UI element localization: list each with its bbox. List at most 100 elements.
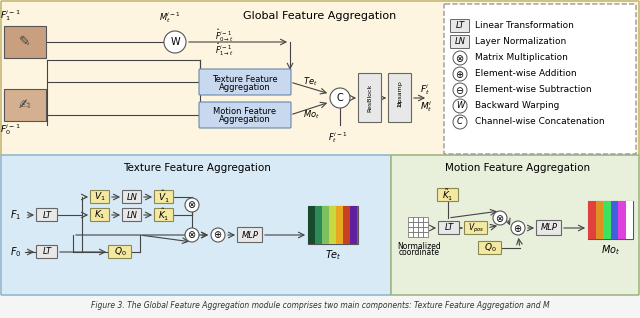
FancyBboxPatch shape [36, 245, 58, 259]
FancyBboxPatch shape [438, 222, 460, 234]
Text: Element-wise Addition: Element-wise Addition [475, 70, 577, 79]
Text: LT: LT [456, 22, 465, 31]
Text: Global Feature Aggregation: Global Feature Aggregation [243, 11, 397, 21]
Text: $\oplus$: $\oplus$ [513, 223, 523, 233]
Bar [350, 206, 357, 244]
Text: W: W [170, 37, 180, 47]
FancyBboxPatch shape [465, 222, 488, 234]
Text: $\tilde{K}_1$: $\tilde{K}_1$ [442, 187, 454, 203]
Text: $V_{pos}$: $V_{pos}$ [468, 221, 484, 235]
Text: Channel-wise Concatenation: Channel-wise Concatenation [475, 117, 605, 127]
Text: 2x: 2x [397, 99, 403, 107]
Bar [408, 227, 413, 232]
Text: Element-wise Subtraction: Element-wise Subtraction [475, 86, 591, 94]
Bar [423, 222, 428, 227]
Text: $\hat{F}_{0\rightarrow t}^{i-1}$: $\hat{F}_{0\rightarrow t}^{i-1}$ [215, 28, 234, 45]
Text: $M_t^i$: $M_t^i$ [420, 100, 433, 114]
Circle shape [511, 221, 525, 235]
Circle shape [453, 83, 467, 97]
Text: $F_1$: $F_1$ [10, 208, 21, 222]
Text: $F_0^{i-1}$: $F_0^{i-1}$ [0, 122, 20, 137]
Circle shape [453, 115, 467, 129]
Bar [413, 222, 418, 227]
FancyBboxPatch shape [391, 155, 639, 295]
Text: LT: LT [444, 224, 454, 232]
Text: $V_1$: $V_1$ [94, 191, 106, 203]
Text: Texture Feature Aggregation: Texture Feature Aggregation [123, 163, 271, 173]
FancyBboxPatch shape [444, 4, 636, 154]
Text: $Te_t$: $Te_t$ [303, 76, 317, 88]
Text: $\otimes$: $\otimes$ [188, 230, 196, 240]
Bar [588, 201, 595, 239]
Bar [343, 206, 350, 244]
Text: Texture Feature: Texture Feature [212, 74, 278, 84]
Text: $\otimes$: $\otimes$ [495, 212, 504, 224]
FancyBboxPatch shape [479, 241, 502, 254]
Text: $Te_t$: $Te_t$ [324, 248, 341, 262]
Text: Upsamp: Upsamp [397, 80, 403, 106]
FancyBboxPatch shape [4, 26, 46, 58]
Text: $Q_0$: $Q_0$ [484, 242, 497, 254]
Bar [408, 232, 413, 237]
FancyBboxPatch shape [237, 227, 262, 243]
Circle shape [211, 228, 225, 242]
FancyBboxPatch shape [438, 189, 458, 202]
Text: ✍: ✍ [19, 98, 31, 112]
Bar [603, 201, 611, 239]
Text: $\ominus$: $\ominus$ [456, 85, 465, 95]
Text: $\oplus$: $\oplus$ [213, 230, 223, 240]
Bar [329, 206, 336, 244]
Circle shape [493, 211, 507, 225]
Bar [618, 201, 625, 239]
Text: Matrix Multiplication: Matrix Multiplication [475, 53, 568, 63]
FancyBboxPatch shape [1, 155, 391, 295]
Text: $\hat{V}_1$: $\hat{V}_1$ [158, 189, 170, 205]
Bar [413, 217, 418, 222]
Circle shape [164, 31, 186, 53]
FancyBboxPatch shape [154, 190, 173, 204]
Text: ResBlock: ResBlock [367, 84, 372, 112]
FancyBboxPatch shape [451, 36, 470, 49]
FancyBboxPatch shape [4, 89, 46, 121]
Text: $F_t^{i-1}$: $F_t^{i-1}$ [328, 130, 348, 145]
FancyBboxPatch shape [90, 190, 109, 204]
Text: $Mo_t$: $Mo_t$ [303, 109, 320, 121]
Text: C: C [337, 93, 344, 103]
FancyBboxPatch shape [451, 19, 470, 32]
Text: Aggregation: Aggregation [219, 82, 271, 92]
Text: Layer Normalization: Layer Normalization [475, 38, 566, 46]
Bar [418, 222, 423, 227]
Circle shape [330, 88, 350, 108]
Bar [611, 201, 618, 239]
Bar [423, 217, 428, 222]
Text: $F_1^{i-1}$: $F_1^{i-1}$ [0, 8, 20, 23]
Bar [408, 222, 413, 227]
FancyBboxPatch shape [199, 69, 291, 95]
Text: $K_1$: $K_1$ [94, 209, 106, 221]
Text: Motion Feature Aggregation: Motion Feature Aggregation [445, 163, 591, 173]
Circle shape [453, 67, 467, 81]
Text: $\otimes$: $\otimes$ [188, 199, 196, 211]
Text: $Mo_t$: $Mo_t$ [601, 243, 620, 257]
Text: $M_t^{i-1}$: $M_t^{i-1}$ [159, 10, 181, 25]
Text: LN: LN [127, 211, 138, 219]
Bar [423, 232, 428, 237]
Bar [315, 206, 322, 244]
Text: MLP: MLP [241, 231, 259, 239]
FancyBboxPatch shape [122, 209, 141, 222]
Text: Aggregation: Aggregation [219, 115, 271, 125]
Circle shape [185, 228, 199, 242]
Text: $Q_0$: $Q_0$ [114, 246, 126, 258]
Bar [418, 217, 423, 222]
FancyBboxPatch shape [154, 209, 173, 222]
Text: W: W [456, 101, 464, 110]
Bar [418, 227, 423, 232]
FancyBboxPatch shape [90, 209, 109, 222]
Text: C: C [457, 117, 463, 127]
Text: $\otimes$: $\otimes$ [456, 52, 465, 64]
Text: LN: LN [127, 192, 138, 202]
Text: $\hat{K}_1$: $\hat{K}_1$ [158, 207, 170, 223]
Text: Motion Feature: Motion Feature [213, 107, 276, 116]
FancyBboxPatch shape [109, 245, 131, 259]
Text: LT: LT [42, 211, 52, 219]
